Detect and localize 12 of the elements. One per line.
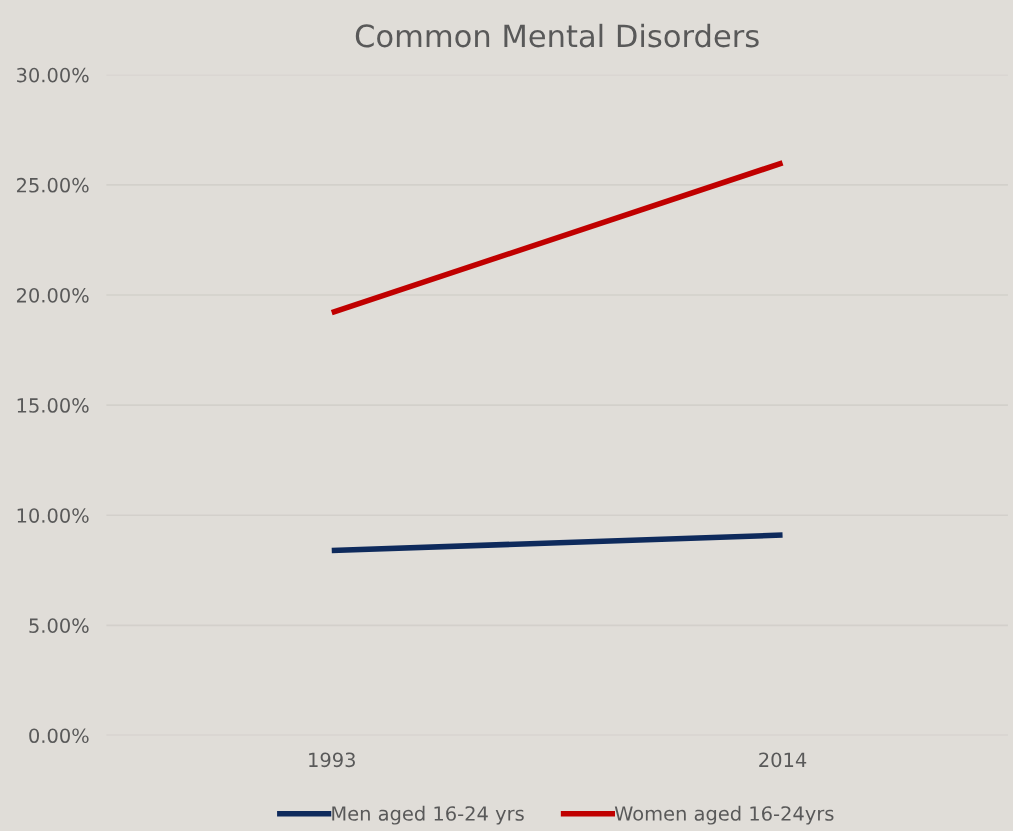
y-tick-label: 0.00% [29, 728, 89, 744]
legend-label: Women aged 16-24yrs [614, 805, 834, 825]
y-tick-label: 5.00% [29, 618, 89, 633]
chart-title: Common Mental Disorders [355, 23, 759, 48]
x-tick-label: 1993 [309, 752, 355, 768]
y-tick-label: 25.00% [16, 177, 89, 193]
y-tick-label: 30.00% [17, 67, 89, 83]
x-tick-label: 2014 [759, 752, 807, 768]
y-tick-label: 15.00% [17, 398, 89, 413]
y-tick-label: 10.00% [17, 508, 89, 523]
legend-label: Men aged 16-24 yrs [332, 805, 524, 825]
y-tick-label: 20.00% [16, 287, 89, 303]
